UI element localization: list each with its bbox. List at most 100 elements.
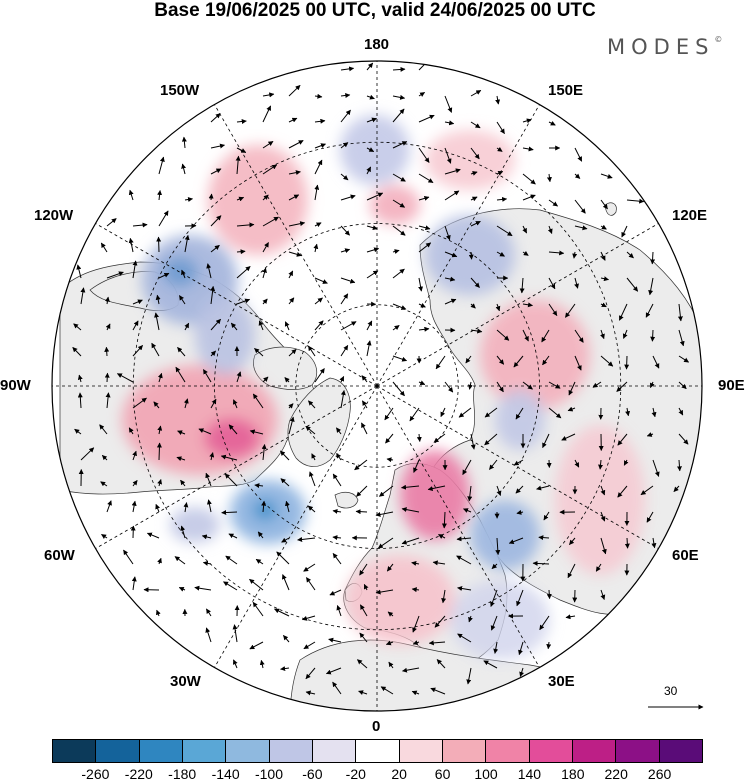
wind-arrow xyxy=(600,173,613,179)
wind-arrow xyxy=(646,511,654,523)
wind-arrow xyxy=(236,249,246,255)
wind-arrow xyxy=(542,355,550,366)
wind-arrow xyxy=(548,199,559,207)
wind-arrow xyxy=(224,473,238,487)
wind-arrow xyxy=(262,242,269,253)
wind-arrow xyxy=(99,424,108,435)
wind-arrow xyxy=(626,277,639,292)
wind-arrow xyxy=(106,500,112,513)
colorbar-tick-label: 220 xyxy=(604,766,628,782)
lon-label-0: 0 xyxy=(372,718,381,735)
wind-arrow xyxy=(156,442,162,461)
anomaly-positive-3 xyxy=(204,418,260,458)
lon-label-90w: 90W xyxy=(0,377,31,394)
colorbar-swatch xyxy=(572,740,617,762)
lon-label-150w: 150W xyxy=(160,82,200,99)
wind-arrow xyxy=(288,403,294,409)
anomaly-positive-5 xyxy=(400,450,470,540)
wind-arrow xyxy=(280,478,290,487)
wind-arrow xyxy=(418,277,424,292)
wind-arrow xyxy=(379,485,394,497)
wind-arrow xyxy=(340,248,351,254)
wind-arrow xyxy=(496,485,502,496)
lon-label-30w: 30W xyxy=(170,673,201,690)
wind-arrow xyxy=(616,381,628,392)
wind-arrow xyxy=(363,583,369,591)
wind-arrow xyxy=(430,687,446,695)
wind-arrow xyxy=(470,277,480,288)
wind-arrow xyxy=(546,641,552,650)
colorbar-swatch xyxy=(399,740,443,762)
meridian-line xyxy=(376,385,659,549)
wind-arrow xyxy=(416,433,422,442)
wind-arrow xyxy=(209,452,215,461)
wind-arrow xyxy=(463,508,472,513)
wind-arrow xyxy=(183,398,189,409)
wind-arrow xyxy=(359,563,368,576)
wind-arrow xyxy=(176,456,186,462)
wind-arrow xyxy=(484,407,498,418)
wind-arrow xyxy=(105,392,111,409)
wind-arrow xyxy=(288,416,295,435)
wind-arrow xyxy=(276,551,290,565)
wind-arrow xyxy=(131,500,137,513)
wind-arrow xyxy=(483,660,498,669)
wind-arrow xyxy=(262,194,269,201)
wind-arrow xyxy=(467,485,473,502)
wind-arrow xyxy=(123,549,134,565)
wind-arrow xyxy=(155,294,161,305)
wind-arrow xyxy=(522,225,528,234)
wind-arrow xyxy=(201,534,212,540)
wind-arrow xyxy=(210,398,217,409)
wind-arrow xyxy=(678,381,687,390)
wind-arrow xyxy=(548,250,565,256)
wind-arrow xyxy=(106,218,117,227)
anomaly-negative-7 xyxy=(340,115,410,185)
wind-arrow xyxy=(301,615,316,621)
wind-arrow xyxy=(261,500,267,513)
wind-arrow xyxy=(538,535,550,541)
wind-arrow xyxy=(252,393,264,409)
wind-arrow xyxy=(432,560,446,566)
wind-arrow xyxy=(198,428,212,435)
wind-arrow xyxy=(236,118,247,124)
wind-arrow xyxy=(254,483,264,489)
wind-arrow xyxy=(355,509,368,515)
meridian-line xyxy=(376,223,659,387)
wind-arrow xyxy=(254,348,264,357)
wind-arrow xyxy=(522,381,533,390)
wind-arrow xyxy=(470,220,481,227)
anomaly-positive-8 xyxy=(425,130,515,190)
wind-arrow xyxy=(132,222,148,228)
latitude-circle xyxy=(132,141,622,631)
wind-arrow xyxy=(252,601,264,617)
wind-arrow xyxy=(564,303,576,318)
wind-arrow xyxy=(174,556,186,565)
wind-arrow xyxy=(205,627,212,643)
wind-arrow xyxy=(340,194,356,201)
wind-arrow xyxy=(546,173,552,183)
wind-arrow xyxy=(132,345,143,357)
wind-arrow xyxy=(444,190,460,201)
wind-arrow xyxy=(314,184,320,201)
wind-arrow xyxy=(155,503,160,513)
wind-arrow xyxy=(262,105,272,123)
colorbar xyxy=(52,739,703,763)
wind-arrow xyxy=(539,615,550,631)
wind-arrow xyxy=(262,92,275,98)
land-japan xyxy=(604,202,617,216)
wind-arrow xyxy=(184,322,190,331)
wind-arrow xyxy=(648,277,654,296)
wind-arrow xyxy=(76,264,82,279)
wind-arrow xyxy=(332,552,342,565)
colorbar-tick-label: 60 xyxy=(434,766,451,782)
wind-arrow xyxy=(519,277,525,294)
wind-arrow xyxy=(600,251,606,261)
wind-arrow xyxy=(184,197,193,202)
wind-arrow xyxy=(495,537,501,556)
wind-arrow xyxy=(366,270,379,279)
wind-arrow xyxy=(282,574,290,591)
wind-arrow xyxy=(495,95,501,105)
colorbar-tick-label: -60 xyxy=(302,766,323,782)
wind-arrow xyxy=(208,193,214,201)
